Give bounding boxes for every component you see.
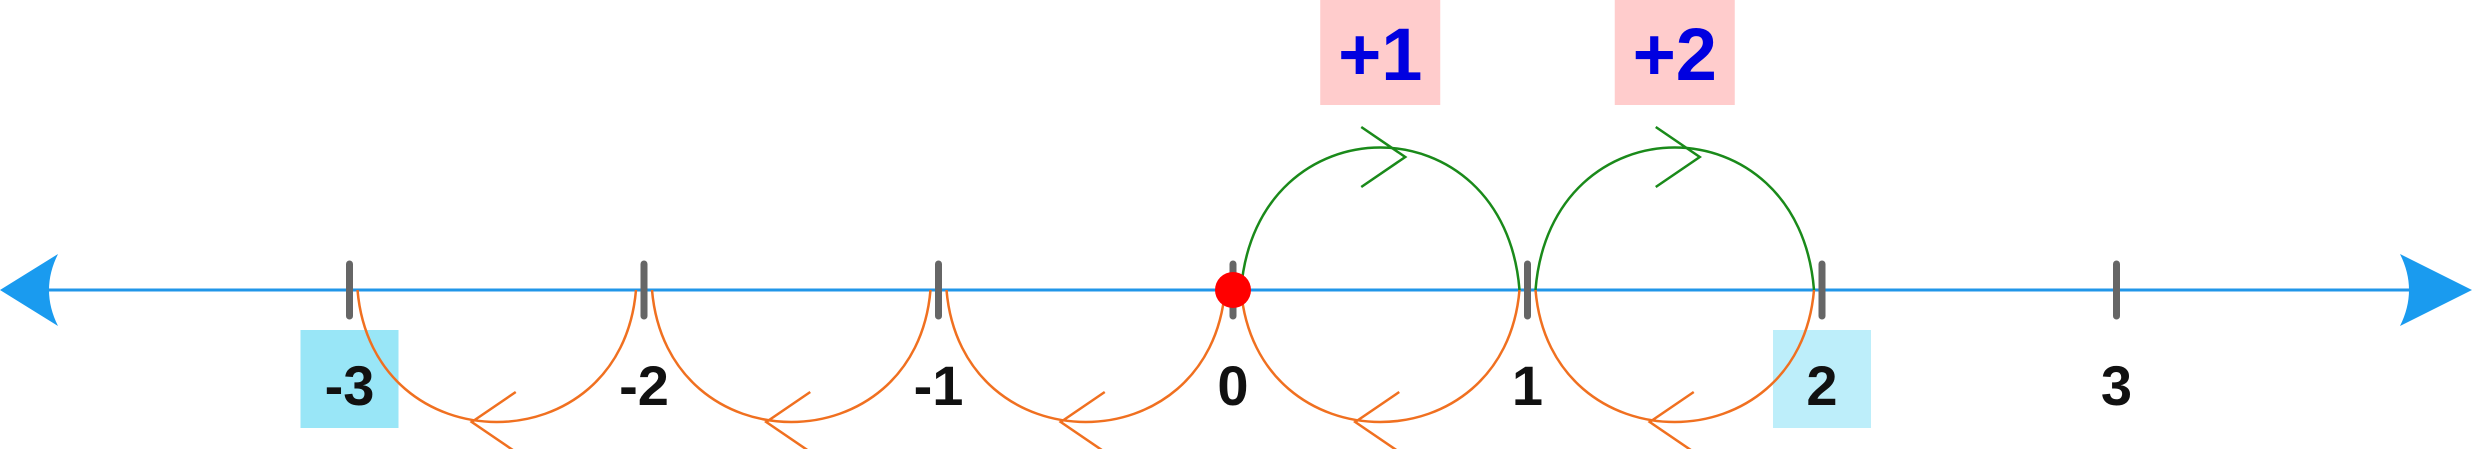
- jump-label-box: [1614, 0, 1735, 105]
- right-arrowhead-icon: [2400, 254, 2472, 326]
- tick-label: -3: [325, 354, 375, 417]
- arrow-right-icon: [1360, 125, 1408, 189]
- tick-label: 3: [2101, 354, 2132, 417]
- tick-label: -2: [619, 354, 669, 417]
- backward-jump-arc: [1239, 289, 1521, 424]
- tick-label: 0: [1217, 354, 1248, 417]
- forward-jump-arc: [1534, 146, 1816, 291]
- jump-label-box: [1320, 0, 1441, 105]
- tick-label: 1: [1512, 354, 1543, 417]
- forward-jump-arc: [1239, 146, 1521, 291]
- highlight-box--3: [300, 330, 399, 428]
- jump-label: +1: [1338, 13, 1422, 96]
- left-arrowhead-icon: [0, 254, 58, 326]
- arrow-left-icon: [1058, 390, 1106, 449]
- arrow-left-icon: [764, 390, 811, 449]
- highlight-box-2: [1773, 330, 1871, 428]
- backward-jump-arc: [650, 289, 932, 424]
- tick-label: -1: [914, 354, 964, 417]
- arrow-left-icon: [1353, 390, 1400, 449]
- backward-jump-arc: [1534, 289, 1816, 424]
- backward-jump-arc: [356, 289, 638, 424]
- arrow-left-icon: [1647, 390, 1695, 449]
- start-point-dot: [1215, 272, 1251, 308]
- arrow-right-icon: [1655, 125, 1702, 189]
- jump-label: +2: [1633, 13, 1717, 96]
- tick-label: 2: [1806, 354, 1837, 417]
- backward-jump-arc: [945, 289, 1227, 424]
- arrow-left-icon: [469, 390, 517, 449]
